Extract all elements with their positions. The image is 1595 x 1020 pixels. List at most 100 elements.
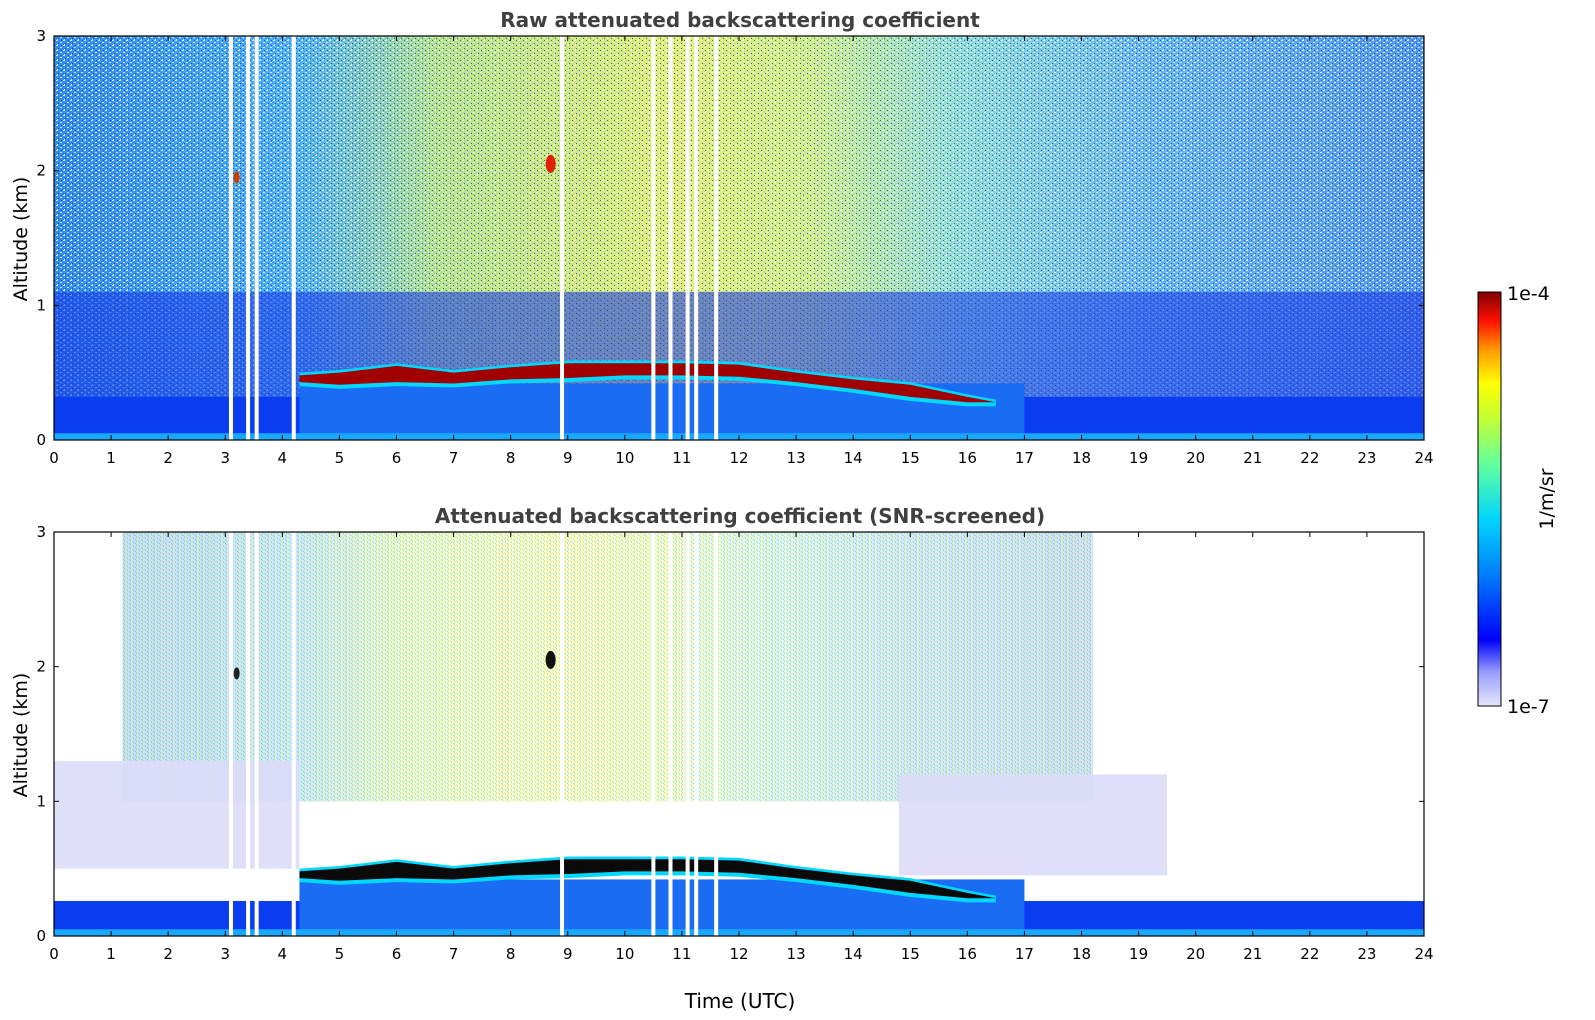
layer-core <box>299 859 996 899</box>
x-tick-label: 20 <box>1186 449 1205 467</box>
x-tick-label: 14 <box>844 449 863 467</box>
data-gap <box>685 36 690 440</box>
x-tick-label: 5 <box>335 945 345 963</box>
data-gap <box>254 36 259 440</box>
data-gap <box>714 532 719 936</box>
elevated-feature <box>233 667 240 680</box>
x-tick-label: 15 <box>901 449 920 467</box>
x-tick-label: 12 <box>729 449 748 467</box>
y-tick-label: 1 <box>36 792 46 810</box>
noise-texture <box>122 532 1093 802</box>
x-tick-label: 17 <box>1015 945 1034 963</box>
x-tick-label: 21 <box>1243 945 1262 963</box>
x-tick-label: 8 <box>506 945 516 963</box>
panel-1-title: Raw attenuated backscattering coefficien… <box>500 8 980 32</box>
x-tick-label: 10 <box>615 449 634 467</box>
y-tick-label: 0 <box>36 927 46 945</box>
data-gap <box>291 36 296 440</box>
data-gap <box>228 36 233 440</box>
y-tick-label: 3 <box>36 523 46 541</box>
y-tick-label: 3 <box>36 27 46 45</box>
x-tick-label: 16 <box>958 449 977 467</box>
x-tick-label: 15 <box>901 945 920 963</box>
colorbar-min-label: 1e-7 <box>1507 696 1550 718</box>
x-tick-label: 17 <box>1015 449 1034 467</box>
data-gap <box>651 532 656 936</box>
panel-snr-screened-backscatter: 0 1 2 3 4 5 6 7 8 9 10 11 12 13 14 15 16 17 18 19 20 21 22 23 24… <box>36 523 1433 963</box>
panel-raw-backscatter: 0 1 2 3 4 5 6 7 8 9 10 11 12 13 14 15 16 17 18 19 20 21 22 23 24… <box>36 27 1433 467</box>
x-tick-label: 6 <box>392 945 402 963</box>
x-tick-label: 2 <box>163 449 173 467</box>
x-tick-label: 0 <box>49 449 59 467</box>
y-axis-label-1: Altitude (km) <box>10 177 32 302</box>
x-tick-label: 13 <box>787 945 806 963</box>
x-tick-label: 14 <box>844 945 863 963</box>
x-tick-label: 20 <box>1186 945 1205 963</box>
x-tick-label: 10 <box>615 945 634 963</box>
x-tick-label: 19 <box>1129 945 1148 963</box>
layer-core <box>299 363 996 403</box>
plot-area <box>54 532 1424 936</box>
x-tick-label: 3 <box>220 449 230 467</box>
colorbar-unit-label: 1/m/sr <box>1536 468 1558 529</box>
x-axis-label: Time (UTC) <box>684 989 796 1013</box>
y-axis-label-2: Altitude (km) <box>10 673 32 798</box>
x-tick-label: 8 <box>506 449 516 467</box>
data-gap <box>714 36 719 440</box>
x-tick-label: 2 <box>163 945 173 963</box>
x-tick-label: 3 <box>220 945 230 963</box>
x-tick-label: 24 <box>1414 449 1433 467</box>
x-tick-label: 1 <box>106 449 116 467</box>
data-gap <box>254 532 259 936</box>
screened-haze-right <box>898 774 1168 876</box>
x-tick-label: 22 <box>1300 945 1319 963</box>
data-gap <box>694 36 699 440</box>
x-tick-label: 11 <box>672 449 691 467</box>
data-gap <box>668 532 673 936</box>
x-tick-label: 0 <box>49 945 59 963</box>
colorbar: 1e-4 1e-7 1/m/sr <box>1477 283 1558 718</box>
data-gap <box>246 532 251 936</box>
x-tick-label: 6 <box>392 449 402 467</box>
x-tick-label: 13 <box>787 449 806 467</box>
x-tick-label: 5 <box>335 449 345 467</box>
colorbar-max-label: 1e-4 <box>1507 283 1550 305</box>
data-gap <box>228 532 233 936</box>
x-tick-label: 16 <box>958 945 977 963</box>
plot-area <box>54 36 1424 440</box>
y-tick-label: 2 <box>36 658 46 676</box>
x-tick-label: 9 <box>563 945 573 963</box>
x-tick-label: 9 <box>563 449 573 467</box>
screened-haze-left <box>54 760 300 869</box>
elevated-feature <box>545 650 556 669</box>
x-tick-label: 11 <box>672 945 691 963</box>
data-gap <box>291 532 296 936</box>
x-tick-label: 4 <box>278 945 288 963</box>
x-tick-label: 22 <box>1300 449 1319 467</box>
y-tick-label: 0 <box>36 431 46 449</box>
x-tick-label: 21 <box>1243 449 1262 467</box>
data-gap <box>685 532 690 936</box>
data-gap <box>246 36 251 440</box>
x-tick-label: 19 <box>1129 449 1148 467</box>
data-gap <box>560 36 565 440</box>
x-tick-label: 18 <box>1072 945 1091 963</box>
data-gap <box>651 36 656 440</box>
y-tick-label: 2 <box>36 162 46 180</box>
x-tick-label: 23 <box>1357 945 1376 963</box>
x-tick-label: 24 <box>1414 945 1433 963</box>
panel-2-title: Attenuated backscattering coefficient (S… <box>435 504 1045 528</box>
x-tick-label: 23 <box>1357 449 1376 467</box>
x-tick-label: 1 <box>106 945 116 963</box>
data-gap <box>668 36 673 440</box>
elevated-feature <box>545 154 556 173</box>
x-tick-label: 4 <box>278 449 288 467</box>
x-tick-label: 7 <box>449 449 459 467</box>
data-gap <box>694 532 699 936</box>
y-tick-label: 1 <box>36 296 46 314</box>
colorbar-scale <box>1477 291 1502 707</box>
x-tick-label: 18 <box>1072 449 1091 467</box>
data-gap <box>560 532 565 936</box>
x-tick-label: 12 <box>729 945 748 963</box>
